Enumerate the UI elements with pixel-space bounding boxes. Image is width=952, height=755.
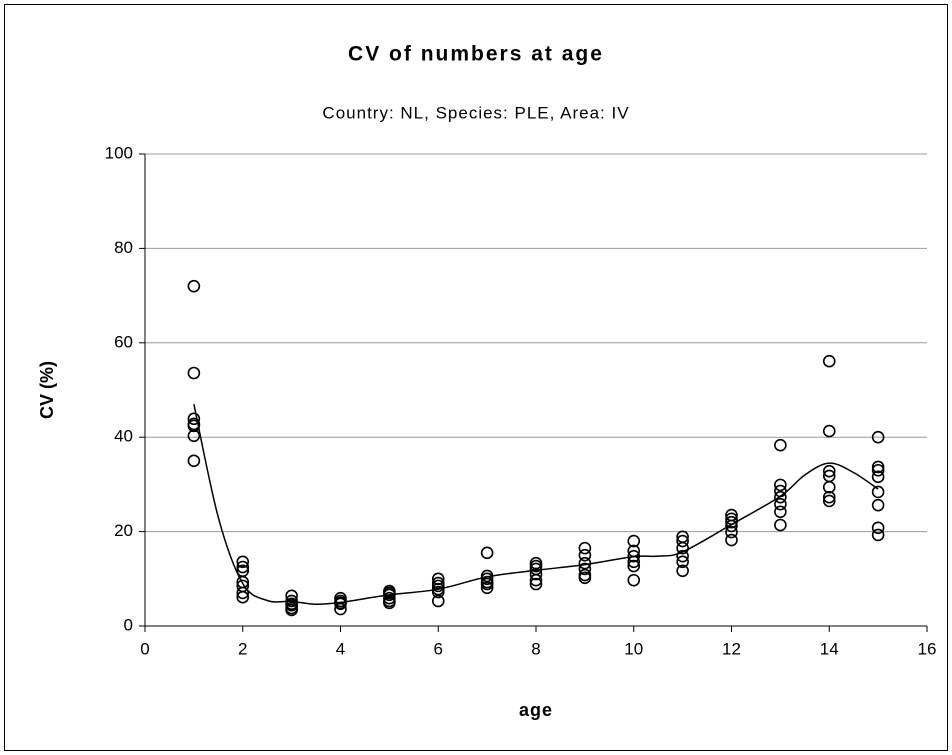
data-point <box>822 480 836 494</box>
x-tick-label: 0 <box>140 639 149 658</box>
data-point <box>774 518 787 532</box>
data-point <box>676 564 689 578</box>
chart-title: CV of numbers at age <box>348 43 604 66</box>
data-point <box>334 602 347 616</box>
data-point <box>871 528 885 542</box>
x-axis-label: age <box>519 700 553 720</box>
data-point <box>285 603 298 617</box>
data-point <box>822 424 836 438</box>
data-point <box>871 470 885 484</box>
data-point <box>871 485 885 499</box>
chart-subtitle: Country: NL, Species: PLE, Area: IV <box>322 103 629 122</box>
data-point <box>236 586 250 600</box>
y-tick-label: 20 <box>114 521 133 540</box>
data-point <box>774 478 787 492</box>
data-point <box>676 555 689 569</box>
data-point <box>676 549 689 563</box>
data-point <box>383 586 396 600</box>
x-tick-label: 10 <box>624 639 643 658</box>
y-tick-label: 40 <box>114 427 133 446</box>
trend-line <box>193 404 879 606</box>
data-point <box>822 354 836 368</box>
data-point <box>774 438 787 452</box>
data-point <box>725 519 738 533</box>
data-point <box>822 464 836 478</box>
y-tick-label: 0 <box>124 615 133 634</box>
y-tick-label: 60 <box>114 332 133 351</box>
data-point <box>871 521 885 535</box>
data-point <box>774 497 787 511</box>
data-point <box>187 412 201 426</box>
data-point <box>187 429 201 443</box>
data-point <box>578 571 592 585</box>
data-point <box>676 534 689 548</box>
data-point <box>871 430 885 444</box>
data-point <box>627 534 641 548</box>
data-point <box>627 559 641 573</box>
data-point <box>383 596 396 610</box>
data-point <box>236 555 250 569</box>
data-point <box>431 579 445 593</box>
data-point <box>480 546 494 560</box>
data-point <box>480 581 494 595</box>
data-point <box>187 366 201 380</box>
x-tick-label: 2 <box>238 639 247 658</box>
data-point <box>822 494 836 508</box>
data-point <box>871 460 885 474</box>
data-point <box>236 590 250 604</box>
data-point <box>627 573 641 587</box>
data-point <box>529 562 543 576</box>
data-point <box>578 548 592 562</box>
data-point <box>529 577 543 591</box>
data-point <box>725 533 738 547</box>
data-point <box>236 560 250 574</box>
x-tick-label: 6 <box>434 639 443 658</box>
x-tick-label: 8 <box>531 639 540 658</box>
y-axis-label: CV (%) <box>37 361 57 419</box>
data-point <box>431 585 445 599</box>
data-point <box>725 525 738 539</box>
data-point <box>774 505 787 519</box>
data-point <box>431 594 445 608</box>
data-point <box>187 279 201 293</box>
x-tick-label: 14 <box>820 639 839 658</box>
data-point <box>187 454 201 468</box>
data-point <box>285 597 298 611</box>
data-point <box>822 490 836 504</box>
data-point <box>774 490 787 504</box>
x-tick-label: 4 <box>336 639 345 658</box>
x-tick-label: 16 <box>918 639 937 658</box>
x-tick-label: 12 <box>722 639 741 658</box>
data-point <box>187 419 201 433</box>
data-point <box>871 463 885 477</box>
y-tick-label: 80 <box>114 238 133 257</box>
data-point <box>578 562 592 576</box>
data-point <box>676 541 689 555</box>
data-point <box>578 541 592 555</box>
data-point <box>871 498 885 512</box>
data-point <box>529 567 543 581</box>
y-tick-label: 100 <box>105 143 133 162</box>
